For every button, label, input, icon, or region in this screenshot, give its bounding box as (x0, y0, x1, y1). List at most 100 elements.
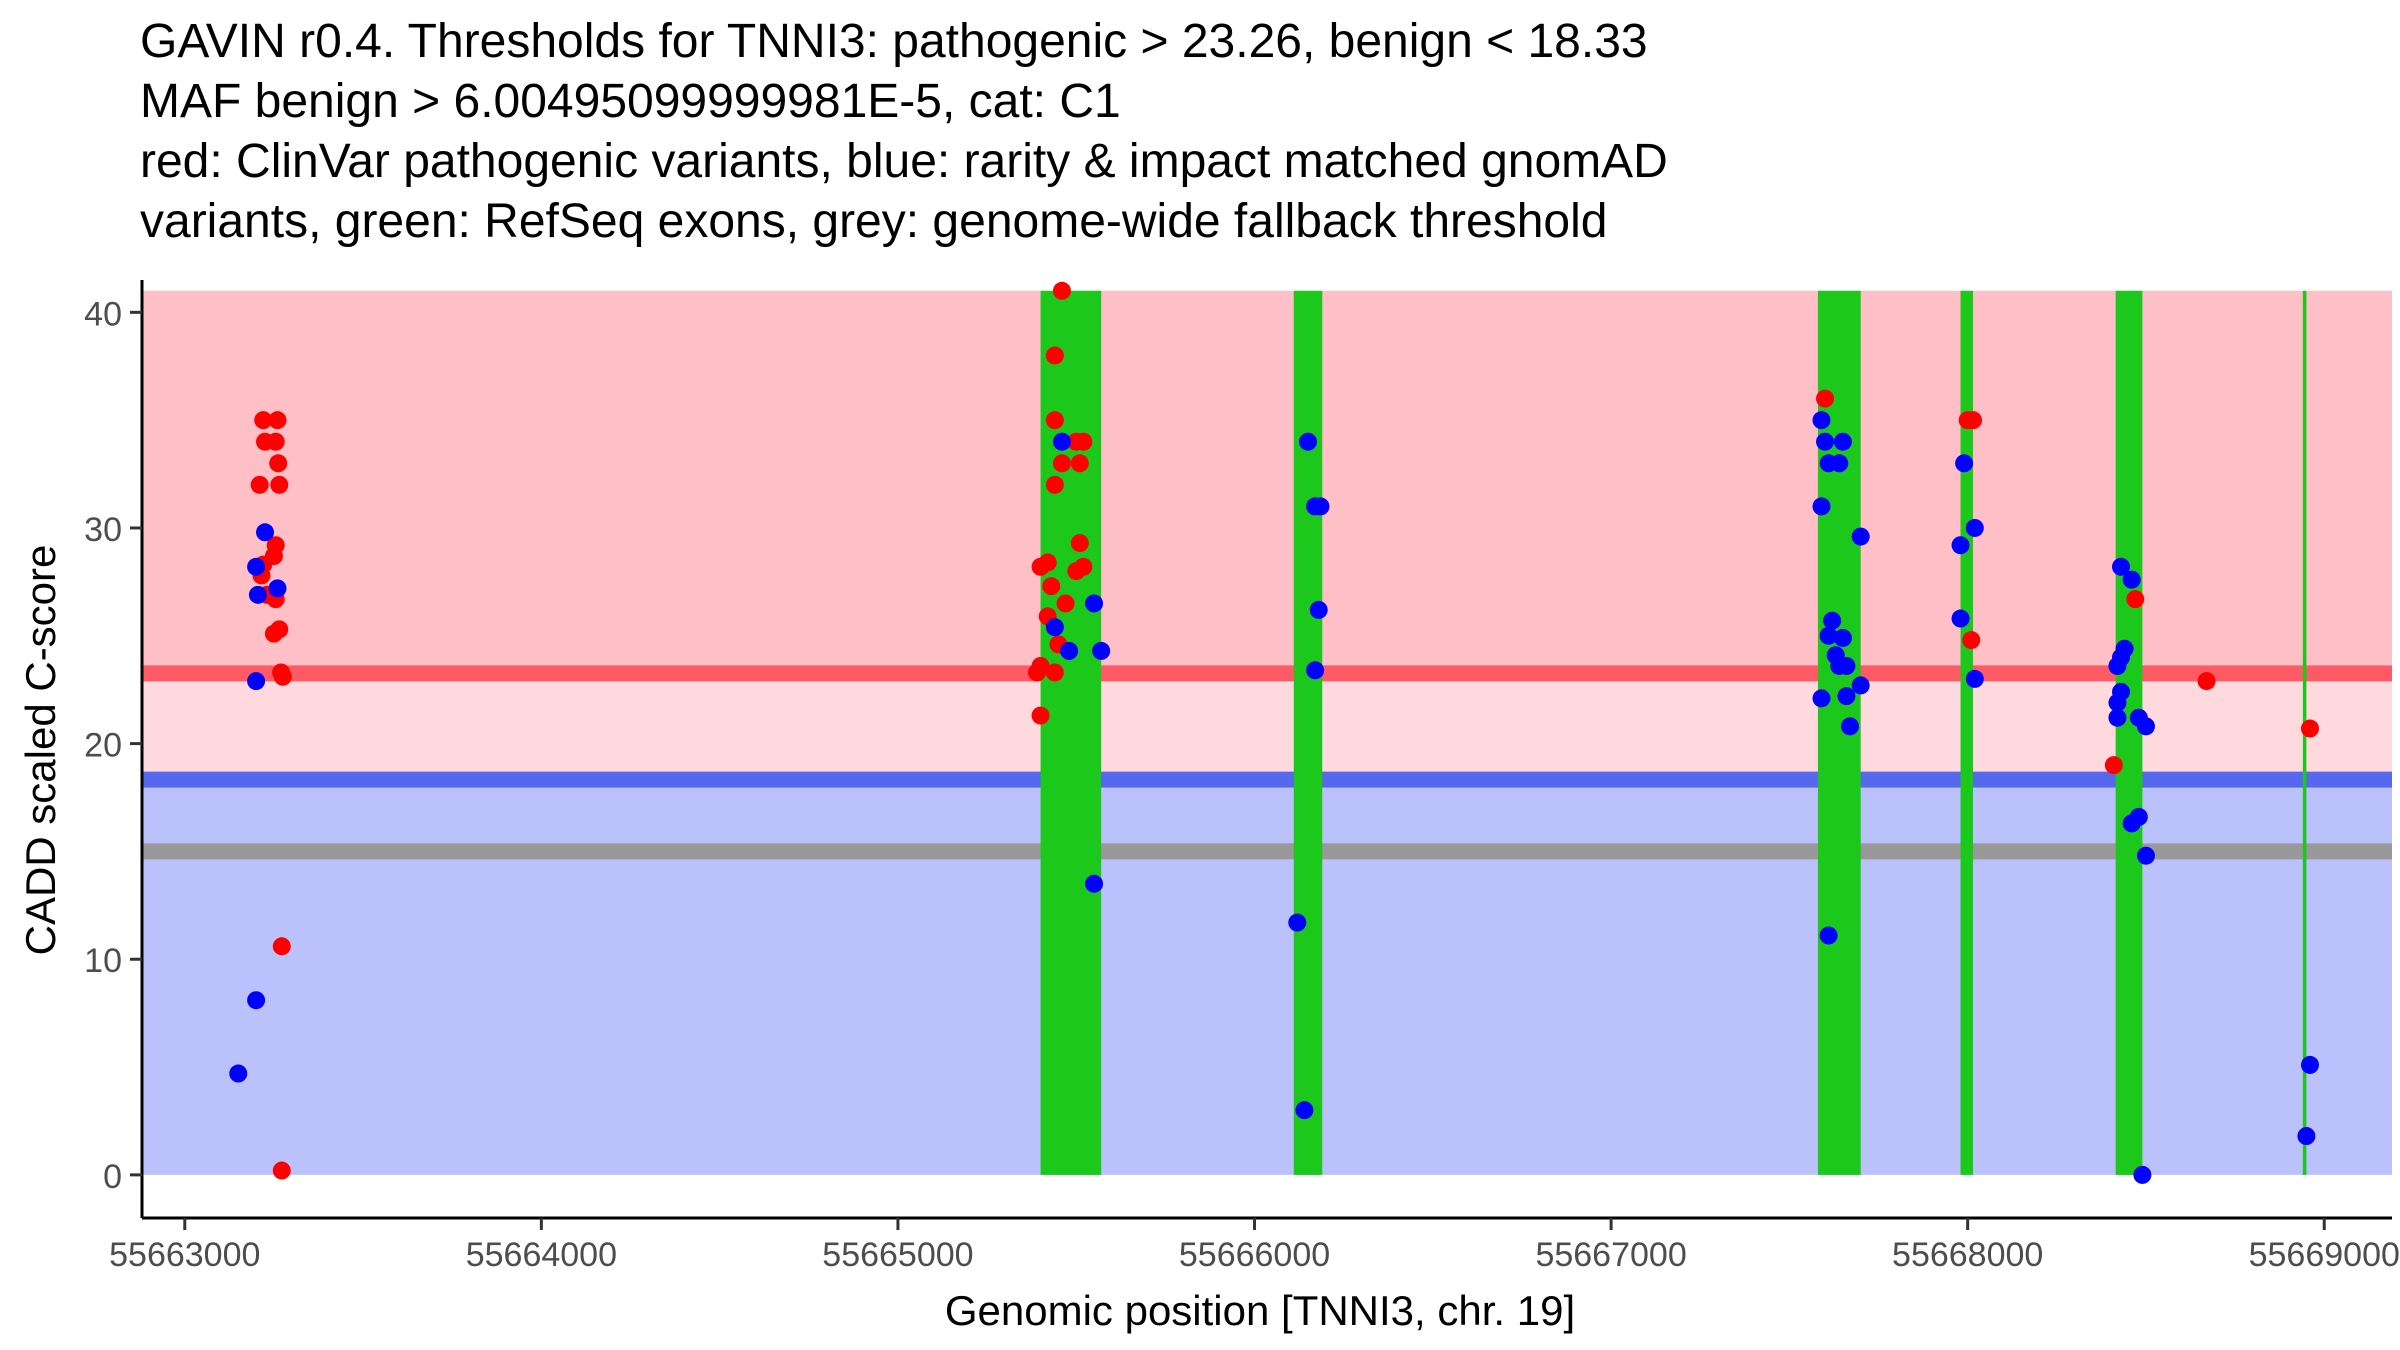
title-line-2: MAF benign > 6.00495099999981E-5, cat: C… (140, 75, 1121, 128)
gnomad-point (1819, 926, 1838, 945)
gnomad-point (2122, 570, 2141, 589)
clinvar-point (2300, 719, 2319, 738)
gnomad-point (1823, 611, 1842, 630)
y-axis-label: CADD scaled C-score (17, 545, 64, 956)
gnomad-point (1085, 594, 1104, 613)
gnomad-point (1851, 676, 1870, 695)
clinvar-point (1045, 475, 1064, 494)
gnomad-point (1812, 689, 1831, 708)
clinvar-point (1962, 631, 1981, 650)
title-line-1: GAVIN r0.4. Thresholds for TNNI3: pathog… (140, 15, 1648, 68)
uncertain-zone-band (142, 673, 2392, 780)
gnomad-point (2136, 717, 2155, 736)
threshold-lines (142, 665, 2392, 860)
gnomad-point (2112, 557, 2131, 576)
clinvar-point (1031, 557, 1050, 576)
gnomad-point (268, 579, 287, 598)
gnomad-point (1851, 527, 1870, 546)
clinvar-point (1031, 706, 1050, 725)
x-axis-label: Genomic position [TNNI3, chr. 19] (945, 1287, 1575, 1334)
gnomad-point (1311, 497, 1330, 516)
gnomad-point (247, 672, 266, 691)
clinvar-point (2104, 756, 2123, 775)
exon-2 (1293, 290, 1323, 1175)
gnomad-point (1309, 600, 1328, 619)
clinvar-point (272, 1161, 291, 1180)
clinvar-point (272, 937, 291, 956)
x-tick-label: 55663000 (109, 1236, 260, 1274)
gnomad-point (2108, 693, 2127, 712)
gnomad-point (1837, 656, 1856, 675)
x-tick-label: 55665000 (822, 1236, 973, 1274)
gnomad-point (248, 585, 267, 604)
gnomad-point (1830, 454, 1849, 473)
clinvar-point (264, 624, 283, 643)
clinvar-point (250, 475, 269, 494)
gnomad-point (1951, 609, 1970, 628)
gnomad-point (2108, 656, 2127, 675)
gnomad-point (2133, 1165, 2152, 1184)
gnomad-point (1837, 687, 1856, 706)
y-tick-label: 0 (103, 1158, 122, 1196)
x-tick-label: 55669000 (2249, 1236, 2400, 1274)
clinvar-point (273, 667, 292, 686)
gnomad-point (2297, 1127, 2316, 1146)
gnomad-point (229, 1064, 248, 1083)
clinvar-point (1964, 411, 1983, 430)
gnomad-point (2300, 1055, 2319, 1074)
title-line-4: variants, green: RefSeq exons, grey: gen… (140, 195, 1608, 248)
clinvar-point (1045, 346, 1064, 365)
x-tick-label: 55664000 (466, 1236, 617, 1274)
gnomad-point (1833, 628, 1852, 647)
gnomad-point (1299, 432, 1318, 451)
x-tick-label: 55667000 (1535, 1236, 1686, 1274)
clinvar-point (2126, 590, 2145, 609)
clinvar-point (1052, 454, 1071, 473)
exon-5 (2115, 290, 2143, 1175)
clinvar-point (1074, 432, 1093, 451)
exon-4 (1960, 290, 1974, 1175)
axes: 0 10 20 30 40 55663000 55664000 55665000 5566600… (84, 280, 2400, 1274)
gnomad-point (1045, 618, 1064, 637)
clinvar-point (1042, 577, 1061, 596)
gnomad-point (1841, 717, 1860, 736)
gnomad-point (1951, 536, 1970, 555)
clinvar-point (1070, 454, 1089, 473)
chart-title: GAVIN r0.4. Thresholds for TNNI3: pathog… (140, 12, 1668, 252)
clinvar-point (2197, 672, 2216, 691)
data-points (229, 281, 2319, 1184)
clinvar-point (1056, 594, 1075, 613)
clinvar-point (1070, 534, 1089, 553)
x-tick-label: 55666000 (1179, 1236, 1330, 1274)
clinvar-point (266, 432, 285, 451)
gnomad-point (1833, 432, 1852, 451)
gnomad-point (1819, 626, 1838, 645)
clinvar-point (254, 411, 273, 430)
gnomad-point (1965, 518, 1984, 537)
gnomad-point (2108, 708, 2127, 727)
clinvar-point (1045, 663, 1064, 682)
background-bands (142, 290, 2392, 1175)
clinvar-point (1816, 389, 1835, 408)
gnomad-point (1295, 1101, 1314, 1120)
y-tick-label: 40 (84, 295, 122, 333)
clinvar-point (269, 454, 288, 473)
clinvar-point (1052, 281, 1071, 300)
clinvar-point (1045, 411, 1064, 430)
gnomad-point (1965, 669, 1984, 688)
y-tick-label: 10 (84, 942, 122, 980)
y-tick-label: 30 (84, 511, 122, 549)
gnomad-point (1060, 641, 1079, 660)
gnomad-point (2136, 846, 2155, 865)
x-tick-label: 55668000 (1892, 1236, 2043, 1274)
gnomad-point (1092, 641, 1111, 660)
pathogenic-zone-band (142, 290, 2392, 674)
gnomad-point (1288, 913, 1307, 932)
clinvar-point (268, 411, 287, 430)
gnomad-point (256, 523, 275, 542)
gnomad-point (1812, 411, 1831, 430)
gnomad-point (2122, 814, 2141, 833)
clinvar-point (1028, 663, 1047, 682)
gnomad-point (1955, 454, 1974, 473)
